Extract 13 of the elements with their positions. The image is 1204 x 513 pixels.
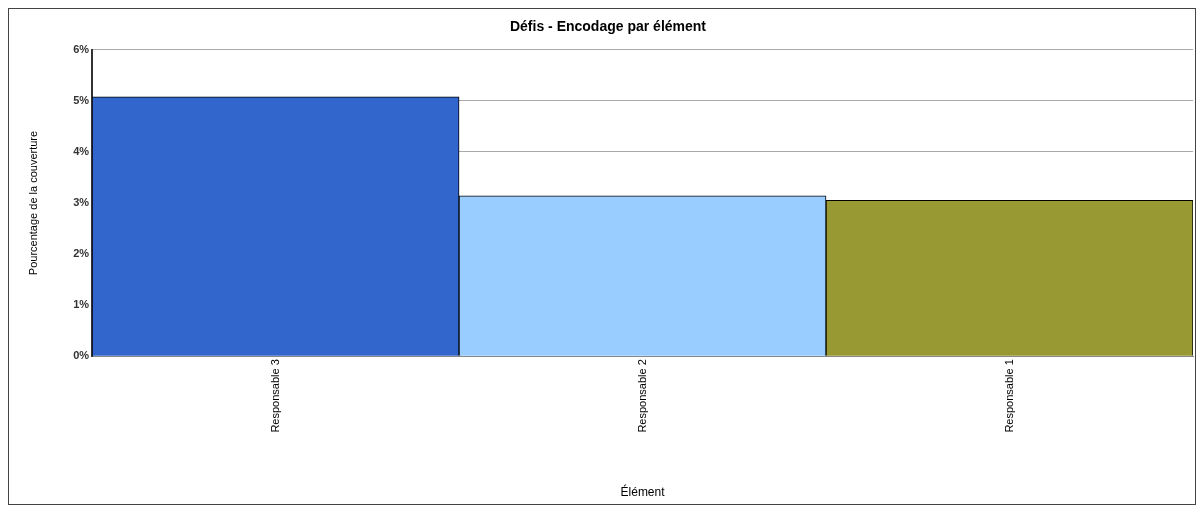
y-axis-title: Pourcentage de la couverture — [26, 130, 39, 276]
x-axis-title: Élément — [620, 484, 666, 500]
x-tick-label: Responsable 3 — [268, 359, 281, 433]
y-tick-label: 5% — [73, 93, 90, 106]
y-tick-label: 1% — [73, 298, 90, 311]
y-tick-label: 6% — [73, 42, 90, 55]
y-tick-label: 4% — [73, 144, 90, 157]
y-tick-label: 3% — [73, 196, 90, 209]
y-tick-label: 0% — [73, 349, 90, 362]
x-tick-label: Responsable 1 — [1002, 359, 1015, 433]
y-tick-label: 2% — [73, 247, 90, 260]
chart-title: Défis - Encodage par élément — [509, 18, 707, 35]
x-tick-label: Responsable 2 — [635, 359, 648, 433]
